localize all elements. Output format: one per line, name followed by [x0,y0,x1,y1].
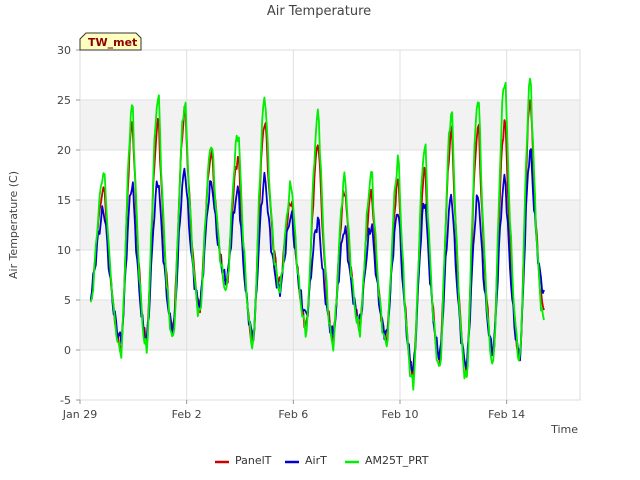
legend-item-am25t-prt: AM25T_PRT [345,454,429,467]
x-axis-label: Time [550,423,578,436]
series-lines [89,77,545,391]
legend-label: AirT [305,454,327,467]
x-tick-label: Jan 29 [62,408,97,421]
series-line-am25t-prt [89,77,545,391]
x-tick-label: Feb 2 [172,408,202,421]
y-tick-label: 30 [57,44,71,57]
y-tick-label: 15 [57,194,71,207]
y-tick-label: 5 [64,294,71,307]
x-tick-label: Feb 14 [488,408,525,421]
y-tick-label: 20 [57,144,71,157]
chart-title: Air Temperature [267,4,371,19]
y-tick-label: 25 [57,94,71,107]
station-badge-label: TW_met [88,36,137,49]
legend-item-airt: AirT [285,454,327,467]
y-axis-ticks: -5 0 5 10 15 20 25 30 [57,44,80,407]
plot-frame [79,49,581,401]
y-tick-label: 0 [64,344,71,357]
station-badge: TW_met [79,32,142,51]
x-tick-label: Feb 6 [278,408,308,421]
plot-band [80,100,580,150]
x-axis-ticks: Jan 29 Feb 2 Feb 6 Feb 10 Feb 14 [62,400,525,421]
legend-label: AM25T_PRT [365,454,429,467]
y-tick-label: 10 [57,244,71,257]
y-axis-label: Air Temperature (C) [7,171,20,279]
y-tick-label: -5 [60,394,71,407]
x-tick-label: Feb 10 [382,408,419,421]
legend-item-panelt: PanelT [215,454,272,467]
legend: PanelT AirT AM25T_PRT [215,454,429,467]
legend-label: PanelT [235,454,272,467]
station-badge-shape [79,32,142,51]
